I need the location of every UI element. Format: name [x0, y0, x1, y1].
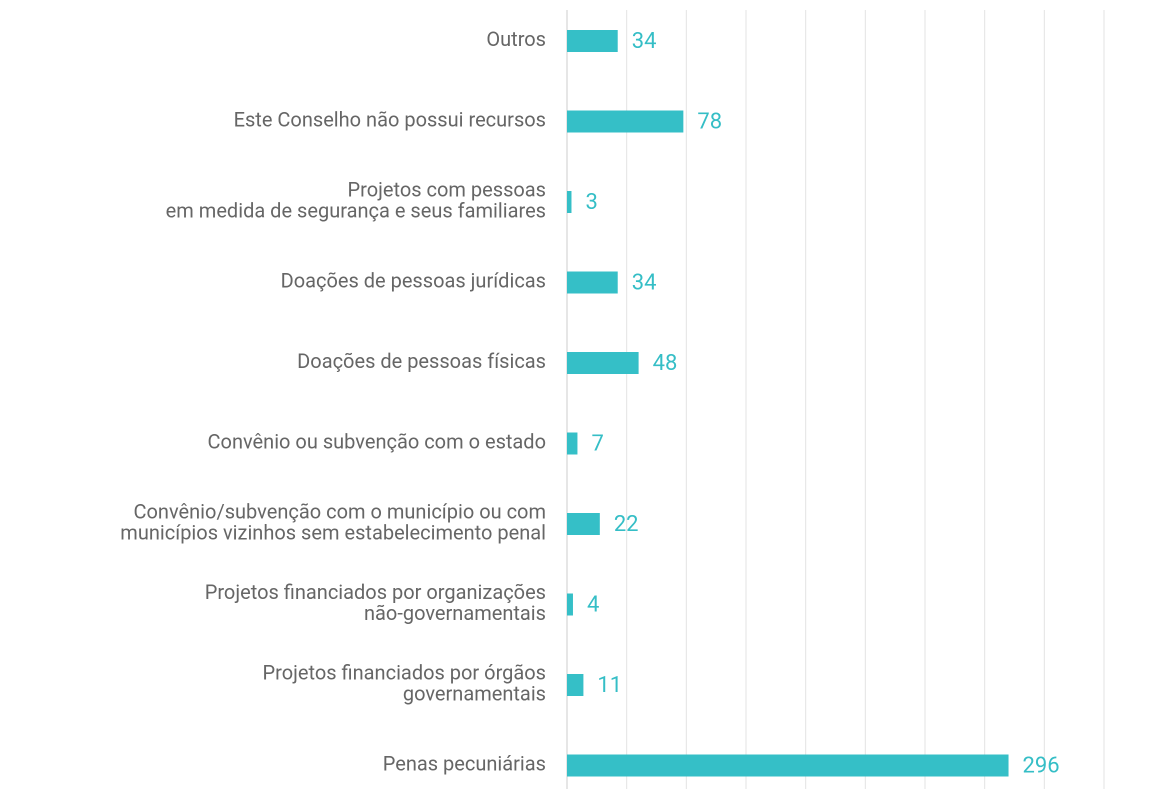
value-label: 3	[585, 190, 597, 215]
category-line: Penas pecuniárias	[383, 752, 546, 776]
category-line: Convênio ou subvenção com o estado	[208, 430, 546, 454]
category-label: Convênio/subvenção com o município ou co…	[120, 500, 546, 545]
category-line: Doações de pessoas físicas	[297, 349, 546, 373]
bar	[567, 30, 618, 52]
category-label: Doações de pessoas físicas	[297, 349, 546, 373]
value-label: 4	[587, 592, 599, 617]
category-label: Penas pecuniárias	[383, 752, 546, 776]
category-label: Convênio ou subvenção com o estado	[208, 430, 546, 454]
category-label: Projetos financiados por órgãos govername…	[263, 661, 546, 706]
bar	[567, 271, 618, 294]
category-line: Projetos financiados por órgãos	[263, 661, 546, 685]
category-label: Projetos financiados por organizações não…	[205, 580, 546, 625]
category-label: Outros	[486, 27, 546, 51]
category-line: Projetos com pessoas	[348, 178, 547, 202]
category-line: Doações de pessoas jurídicas	[281, 269, 546, 293]
category-label: Doações de pessoas jurídicas	[281, 269, 546, 293]
value-label: 11	[597, 673, 622, 698]
category-line: Projetos financiados por organizações	[205, 580, 546, 604]
bar	[567, 754, 1009, 777]
bar	[567, 513, 600, 535]
category-label: Projetos com pessoas em medida de seguran…	[166, 178, 546, 223]
bar	[567, 110, 684, 133]
category-line: governamentais	[403, 682, 546, 706]
value-label: 7	[591, 431, 603, 456]
category-line: em medida de segurança e seus familiares	[166, 199, 546, 223]
bar	[567, 593, 573, 616]
value-label: 48	[653, 351, 678, 376]
value-label: 78	[697, 109, 722, 134]
bar	[567, 432, 578, 455]
value-label: 296	[1023, 753, 1060, 778]
category-line: municípios vizinhos sem estabelecimento …	[120, 521, 546, 545]
value-label: 34	[632, 270, 657, 295]
category-line: não-governamentais	[364, 601, 546, 625]
category-label: Este Conselho não possui recursos	[234, 108, 546, 132]
bar	[567, 674, 584, 696]
bar	[567, 191, 572, 213]
value-label: 34	[632, 29, 657, 54]
value-label: 22	[614, 512, 639, 537]
category-line: Convênio/subvenção com o município ou co…	[134, 500, 547, 524]
category-line: Outros	[486, 27, 546, 51]
category-line: Este Conselho não possui recursos	[234, 108, 546, 132]
bar	[567, 352, 639, 374]
